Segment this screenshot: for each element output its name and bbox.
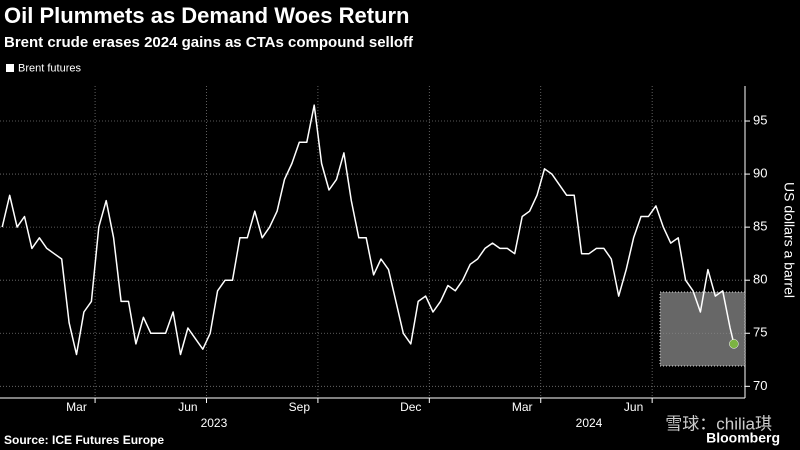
- source: Source: ICE Futures Europe: [4, 433, 164, 447]
- x-tick-label: Mar: [66, 400, 87, 414]
- y-tick-label: 70: [753, 378, 767, 393]
- y-tick-label: 80: [753, 272, 767, 287]
- y-axis-label: US dollars a barrel: [781, 182, 797, 298]
- watermark: 雪球：chilia琪: [665, 414, 772, 433]
- legend-label: Brent futures: [18, 62, 81, 74]
- y-tick-label: 95: [753, 112, 767, 127]
- x-tick-label: Dec: [400, 400, 421, 414]
- x-tick-label: Mar: [512, 400, 533, 414]
- x-tick-label: Sep: [289, 400, 311, 414]
- x-tick-label: Jun: [624, 400, 643, 414]
- x-group-label: 2023: [201, 416, 228, 430]
- y-tick-label: 75: [753, 325, 767, 340]
- chart-title: Oil Plummets as Demand Woes Return: [4, 3, 409, 28]
- legend-swatch: [6, 64, 14, 72]
- x-tick-label: Jun: [178, 400, 197, 414]
- chart-subtitle: Brent crude erases 2024 gains as CTAs co…: [4, 34, 414, 51]
- data-line: [1, 104, 735, 356]
- y-tick-label: 90: [753, 166, 767, 181]
- y-tick-label: 85: [753, 219, 767, 234]
- x-group-label: 2024: [576, 416, 603, 430]
- brand: Bloomberg: [706, 430, 780, 446]
- end-marker: [729, 339, 739, 349]
